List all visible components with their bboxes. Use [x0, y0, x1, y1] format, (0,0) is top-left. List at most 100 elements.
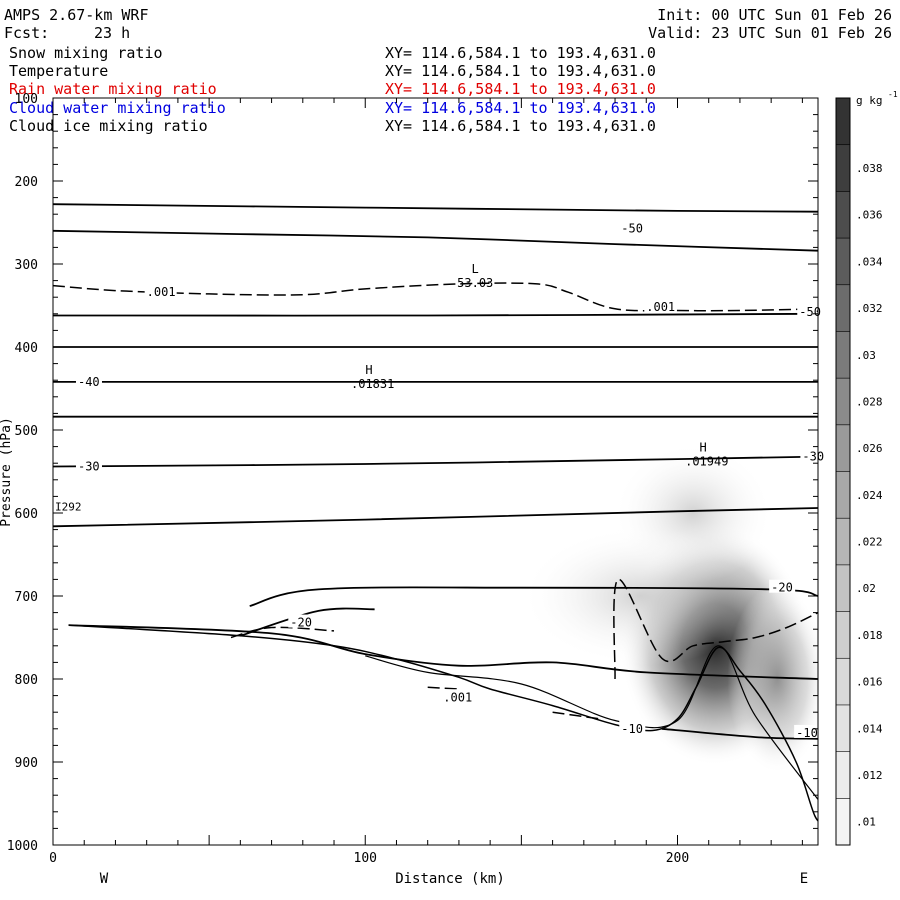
colorbar-label: .032 — [856, 302, 883, 315]
label-backdrop — [800, 448, 827, 462]
isotherm-label: -50 — [621, 221, 643, 235]
east-label: E — [800, 871, 808, 887]
isotherm-line — [53, 229, 818, 252]
label-backdrop — [619, 720, 646, 734]
field-coords: XY= 114.6,584.1 to 193.4,631.0 — [385, 80, 656, 99]
snow-contour-label: .001 — [443, 690, 472, 704]
isotherm-label: -30 — [78, 460, 100, 474]
colorbar-label: .036 — [856, 209, 883, 222]
colorbar-swatch — [836, 658, 850, 706]
label-backdrop — [644, 299, 677, 313]
snow-contour-label: .001 — [646, 300, 675, 314]
label-backdrop — [75, 373, 102, 387]
plot-frame — [52, 97, 819, 846]
extremum-value: 53.03 — [457, 276, 493, 290]
colorbar-swatch — [836, 611, 850, 659]
colorbar-swatch — [836, 518, 850, 566]
isotherm-line — [53, 312, 818, 317]
field-coords: XY= 114.6,584.1 to 193.4,631.0 — [385, 98, 656, 117]
y-tick-label: 300 — [15, 258, 38, 273]
isotherm-label: -40 — [78, 375, 100, 389]
isotherm-label: -10 — [621, 722, 643, 736]
colorbar-label: .012 — [856, 769, 883, 782]
y-tick-label: 1000 — [7, 839, 38, 854]
shaded-region — [520, 526, 761, 666]
isotherm-line — [53, 203, 818, 213]
label-backdrop — [794, 724, 821, 738]
colorbar-swatch — [836, 424, 850, 472]
x-tick-label: 0 — [49, 851, 57, 866]
isotherm-line — [53, 507, 818, 528]
colorbar-swatch — [836, 331, 850, 379]
colorbar-label: .034 — [856, 255, 883, 268]
colorbar-label: .014 — [856, 722, 883, 735]
colorbar-swatch — [836, 704, 850, 753]
x-axis-label: Distance (km) — [395, 871, 505, 887]
isotherm-label: -30 — [802, 450, 824, 464]
colorbar-swatch — [836, 751, 850, 799]
snow-contour-line — [552, 711, 600, 720]
y-tick-label: 400 — [15, 341, 38, 356]
colorbar-unit-exponent: -1 — [888, 90, 898, 99]
colorbar-label: .022 — [856, 536, 883, 549]
snow-contour-line — [53, 282, 818, 312]
label-backdrop — [144, 284, 177, 298]
extremum-value: .01831 — [351, 377, 394, 391]
y-tick-label: 500 — [15, 424, 38, 439]
isotherm-line — [661, 727, 818, 740]
colorbar-swatch — [836, 471, 850, 519]
colorbar-label: .018 — [856, 629, 883, 642]
extremum-marker: H — [699, 440, 706, 454]
extremum-marker: L — [472, 262, 479, 276]
axes: 100 200 300 400 500 600 700 800 900 1000 0 100 200 Di… — [0, 92, 819, 887]
colorbar-label: .03 — [856, 349, 876, 362]
label-backdrop — [75, 458, 102, 472]
field-coords: XY= 114.6,584.1 to 193.4,631.0 — [385, 62, 656, 81]
colorbar-swatch — [836, 564, 850, 613]
colorbar-unit: g kg — [856, 94, 883, 107]
y-tick-label: 100 — [15, 92, 38, 107]
valid-time: Valid: 23 UTC Sun 01 Feb 26 — [648, 24, 892, 42]
field-coords: XY= 114.6,584.1 to 193.4,631.0 — [385, 44, 656, 62]
y-tick-label: 900 — [15, 756, 38, 771]
colorbar-label: .016 — [856, 676, 883, 689]
isotherm-line — [53, 455, 818, 468]
colorbar-label: .024 — [856, 489, 883, 502]
field-name: Snow mixing ratio — [9, 44, 163, 62]
label-backdrop — [288, 614, 315, 628]
isotherm-line — [68, 624, 818, 680]
y-axis-label: Pressure (hPa) — [0, 417, 14, 527]
snow-contour-label: .001 — [147, 285, 176, 299]
colorbar-label: .02 — [856, 582, 876, 595]
isotherm-label: -10 — [796, 726, 818, 740]
forecast-hour: 23 h — [94, 24, 131, 42]
terrain-boundary — [365, 645, 818, 800]
snow-contour-line — [230, 626, 335, 639]
field-name: Temperature — [9, 62, 109, 81]
extremum-value: .01949 — [685, 454, 728, 468]
colorbar-swatch — [836, 284, 850, 332]
x-tick-label: 100 — [354, 851, 377, 866]
colorbar-swatch — [836, 378, 850, 426]
extremum-marker: H — [365, 363, 372, 377]
forecast-label: Fcst: — [4, 24, 50, 42]
colorbar-swatch — [836, 191, 850, 239]
colorbar-swatch — [836, 798, 850, 846]
x-tick-label: 200 — [666, 851, 689, 866]
y-tick-label: 700 — [15, 590, 38, 605]
field-name: Cloud water mixing ratio — [9, 98, 226, 117]
y-tick-label: 800 — [15, 673, 38, 688]
side-label: I292 — [55, 500, 82, 513]
mixing-ratio-shading — [520, 443, 818, 774]
contour-labels: -50 -50 -40 -30 -30 -20 -20 -10 -10 .001 .001 .001 L… — [55, 220, 827, 740]
field-name: Rain water mixing ratio — [9, 80, 217, 99]
init-time: Init: 00 UTC Sun 01 Feb 26 — [657, 6, 892, 24]
colorbar-swatch — [836, 238, 850, 286]
colorbar-label: .026 — [856, 442, 883, 455]
colorbar-label: .038 — [856, 162, 883, 175]
label-backdrop — [619, 220, 646, 234]
isotherm-label: -20 — [771, 581, 793, 595]
colorbar-label: .028 — [856, 395, 883, 408]
snow-contour-line — [427, 686, 459, 690]
